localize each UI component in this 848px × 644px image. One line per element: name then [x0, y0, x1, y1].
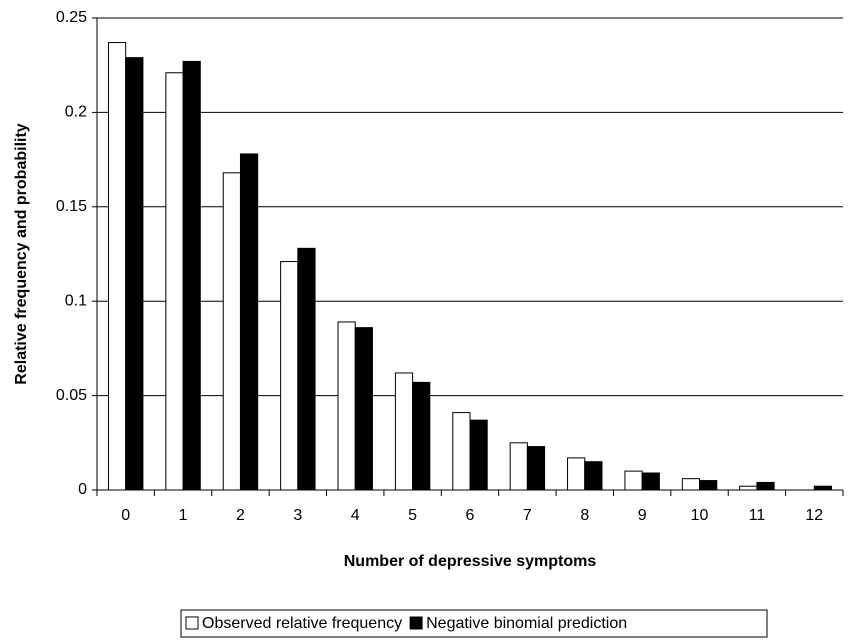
bar [509, 442, 528, 491]
bar [739, 485, 758, 491]
x-tick-label: 12 [805, 507, 823, 524]
bar [469, 419, 488, 491]
x-tick-label: 6 [466, 507, 475, 524]
x-tick-label: 7 [523, 507, 532, 524]
y-axis-title: Relative frequency and probability [13, 123, 30, 385]
y-tick-label: 0 [78, 481, 87, 498]
bar [641, 472, 660, 491]
bar [107, 42, 127, 491]
legend-swatch [409, 616, 423, 630]
x-tick-label: 0 [121, 507, 130, 524]
bar [699, 480, 718, 491]
bar [354, 327, 373, 491]
bar [394, 372, 414, 491]
y-tick-label: 0.05 [56, 387, 87, 404]
bar [681, 478, 701, 491]
bar [756, 481, 775, 491]
bar [567, 457, 586, 491]
x-axis-title: Number of depressive symptoms [344, 553, 597, 570]
bar [280, 261, 299, 491]
legend-label: Observed relative frequency [202, 615, 402, 632]
bar [239, 153, 259, 491]
bar [222, 172, 241, 491]
bar [624, 470, 643, 491]
bar [813, 485, 833, 491]
x-tick-label: 1 [179, 507, 188, 524]
x-tick-label: 11 [749, 507, 766, 524]
x-tick-label: 9 [638, 507, 647, 524]
bar [182, 60, 201, 491]
legend-swatch [185, 616, 199, 630]
y-tick-label: 0.2 [65, 104, 87, 121]
x-tick-label: 5 [408, 507, 417, 524]
y-tick-label: 0.1 [65, 292, 87, 309]
x-tick-label: 10 [691, 507, 709, 524]
legend-box [180, 609, 768, 638]
x-tick-label: 2 [236, 507, 245, 524]
x-tick-label: 4 [351, 507, 360, 524]
legend-label: Negative binomial prediction [426, 615, 627, 632]
y-tick-label: 0.15 [56, 198, 87, 215]
bar [125, 57, 144, 491]
bar [584, 461, 603, 491]
y-tick-label: 0.25 [56, 9, 87, 26]
bar [526, 446, 546, 491]
bar [337, 321, 356, 491]
x-tick-label: 3 [293, 507, 302, 524]
x-tick-label: 8 [580, 507, 589, 524]
bar [412, 381, 431, 491]
bar [297, 247, 316, 491]
bar [452, 412, 471, 491]
bar [165, 72, 184, 491]
